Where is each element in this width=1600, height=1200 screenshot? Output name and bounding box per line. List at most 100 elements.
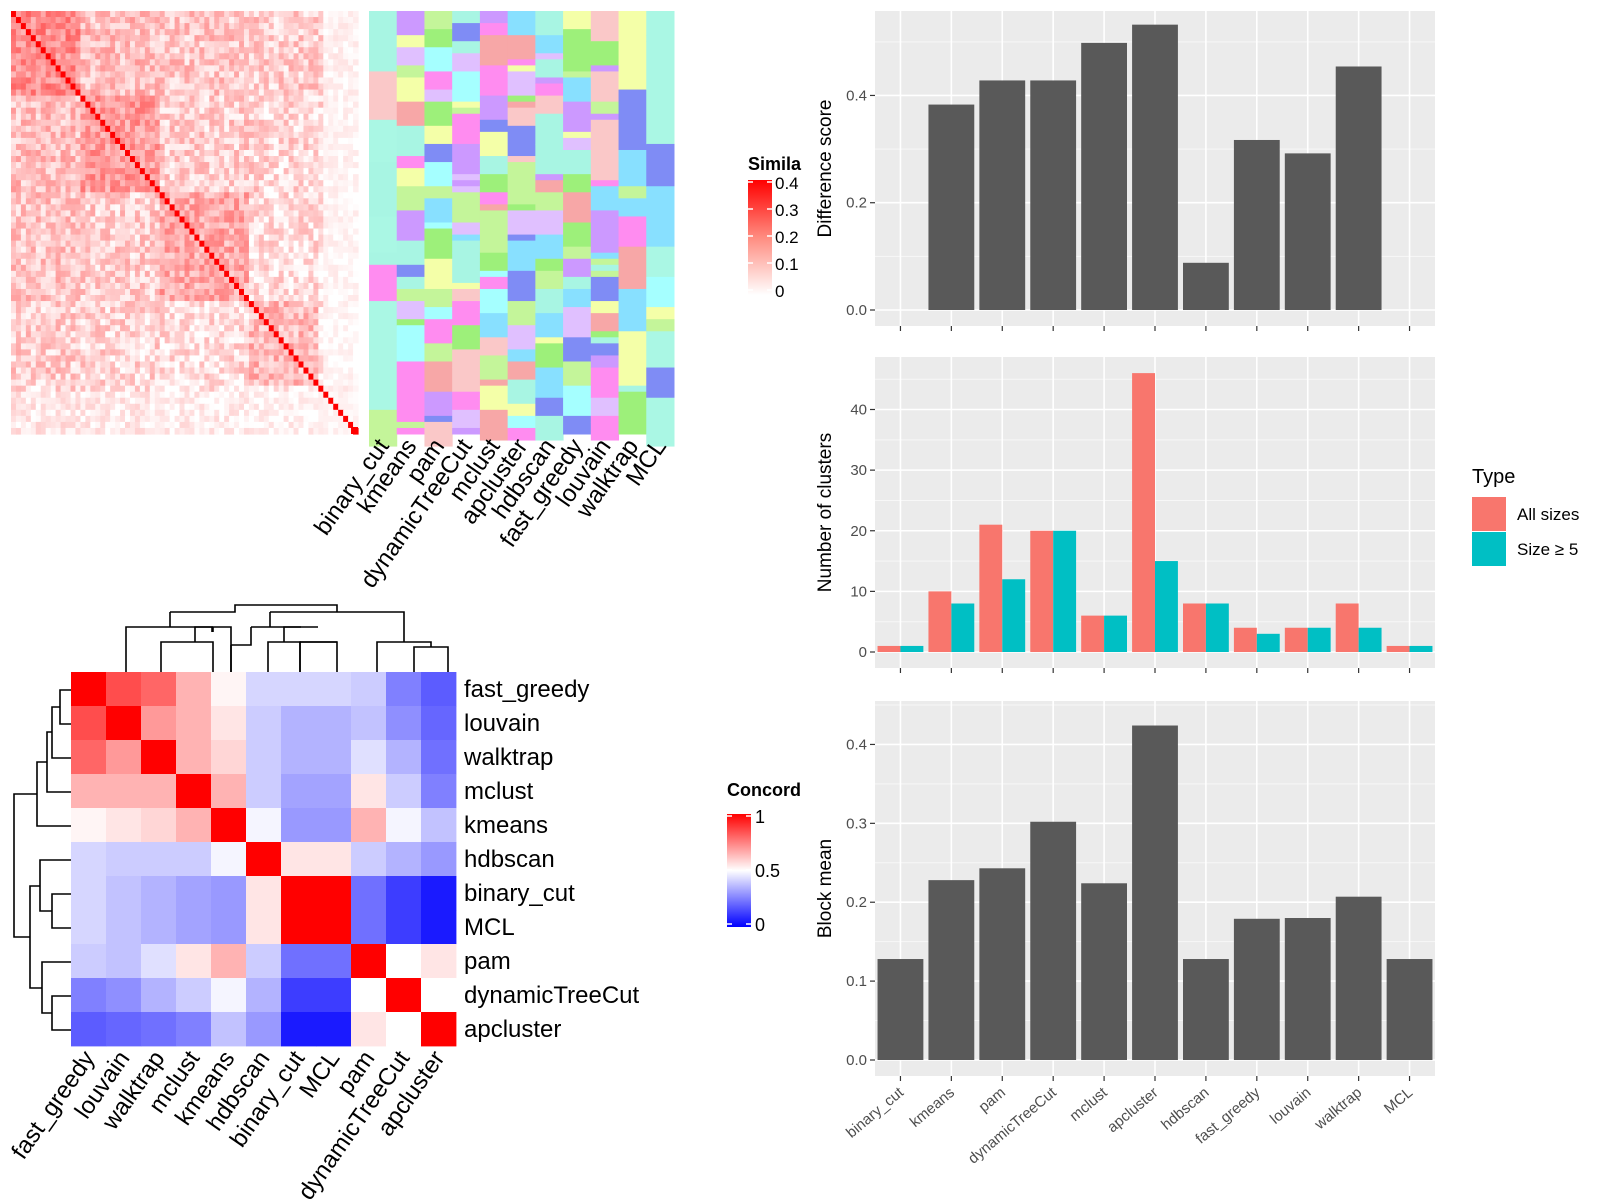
similarity-heatmap — [11, 11, 359, 435]
y-tick-label: 0.2 — [846, 894, 867, 911]
concordance-cell — [71, 978, 107, 1013]
concordance-cell — [316, 1012, 352, 1047]
concordance-cell — [176, 774, 212, 809]
similarity-legend-tick: 0.3 — [775, 201, 799, 220]
concordance-cell — [106, 842, 142, 877]
concordance-cell — [106, 944, 142, 979]
y-tick-label: 20 — [850, 523, 867, 540]
concordance-heatmap-cells — [71, 672, 457, 1047]
x-tick-label-pam: pam — [976, 1084, 1009, 1116]
concordance-legend-title: Concord — [727, 780, 801, 800]
concordance-cell — [211, 740, 247, 775]
legend-label-all-sizes: All sizes — [1517, 505, 1579, 524]
bar-fast_greedy-size-ge-5 — [1256, 633, 1280, 652]
cluster-annotation-columns — [369, 11, 675, 447]
concordance-cell — [351, 672, 387, 707]
concordance-cell — [246, 978, 282, 1013]
concordance-cell — [281, 910, 317, 945]
concordance-cell — [421, 842, 457, 877]
row-label-dynamicTreeCut: dynamicTreeCut — [464, 982, 640, 1009]
concordance-cell — [316, 672, 352, 707]
concordance-cell — [281, 876, 317, 911]
concordance-cell — [386, 842, 422, 877]
y-tick-label: 40 — [850, 402, 867, 419]
concordance-cell — [246, 774, 282, 809]
concordance-cell — [246, 672, 282, 707]
concordance-cell — [106, 808, 142, 843]
concordance-cell — [141, 706, 177, 741]
concordance-cell — [281, 808, 317, 843]
row-label-MCL: MCL — [464, 914, 515, 941]
concordance-cell — [71, 842, 107, 877]
concordance-cell — [176, 910, 212, 945]
legend-label-size-5: Size ≥ 5 — [1517, 540, 1578, 559]
concordance-cell — [211, 808, 247, 843]
concordance-cell — [421, 808, 457, 843]
bar-fast_greedy-all-sizes — [1233, 627, 1257, 652]
concordance-cell — [176, 1012, 212, 1047]
bar-pam-size-ge-5 — [1002, 579, 1026, 652]
concordance-cell — [316, 944, 352, 979]
concordance-cell — [246, 876, 282, 911]
concordance-cell — [316, 740, 352, 775]
bar-walktrap — [1335, 66, 1382, 310]
bar-MCL-size-ge-5 — [1409, 645, 1433, 652]
legend-key-size-5 — [1472, 532, 1506, 566]
bar-hdbscan — [1183, 262, 1229, 310]
bar-walktrap — [1335, 896, 1382, 1060]
concordance-dendrogram-left — [13, 689, 71, 1031]
row-label-louvain: louvain — [464, 710, 540, 737]
concordance-column-labels: fast_greedylouvainwalktrapmclustkmeanshd… — [6, 1046, 450, 1200]
concordance-cell — [421, 706, 457, 741]
row-label-hdbscan: hdbscan — [464, 846, 555, 873]
concordance-cell — [351, 1012, 387, 1047]
bar-mclust — [1081, 42, 1127, 311]
row-label-binary_cut: binary_cut — [464, 880, 575, 907]
concordance-cell — [176, 876, 212, 911]
concordance-cell — [316, 910, 352, 945]
concordance-cell — [386, 808, 422, 843]
concordance-cell — [71, 876, 107, 911]
bar-walktrap-size-ge-5 — [1358, 627, 1382, 652]
y-tick-label: 0 — [859, 644, 867, 661]
bar-binary_cut-size-ge-5 — [900, 645, 924, 652]
concordance-cell — [386, 740, 422, 775]
similarity-legend-tick: 0.4 — [775, 174, 799, 193]
row-label-pam: pam — [464, 948, 511, 975]
concordance-cell — [211, 706, 247, 741]
x-tick-label-kmeans: kmeans — [907, 1084, 958, 1131]
concordance-cell — [71, 944, 107, 979]
concordance-legend: Concord 1 0.5 0 — [727, 780, 801, 935]
concordance-cell — [176, 944, 212, 979]
concordance-cell — [71, 774, 107, 809]
row-label-fast_greedy: fast_greedy — [464, 676, 589, 703]
concordance-cell — [316, 842, 352, 877]
concordance-cell — [211, 910, 247, 945]
bar-louvain — [1284, 918, 1331, 1060]
concordance-cell — [141, 944, 177, 979]
bar-kmeans-size-ge-5 — [951, 603, 975, 652]
bar-apcluster-size-ge-5 — [1155, 561, 1178, 652]
y-tick-label: 0.0 — [846, 302, 867, 319]
bar-kmeans — [928, 104, 975, 310]
bar-louvain-size-ge-5 — [1307, 627, 1331, 652]
concordance-cell — [351, 774, 387, 809]
row-label-walktrap: walktrap — [463, 744, 553, 771]
concordance-cell — [386, 910, 422, 945]
concordance-cell — [316, 808, 352, 843]
concordance-cell — [421, 1012, 457, 1047]
concordance-cell — [176, 978, 212, 1013]
concordance-cell — [421, 672, 457, 707]
concordance-cell — [246, 740, 282, 775]
concordance-cell — [386, 774, 422, 809]
bar-dynamicTreeCut — [1030, 80, 1077, 310]
concordance-cell — [316, 774, 352, 809]
concordance-cell — [106, 672, 142, 707]
concordance-cell — [281, 944, 317, 979]
bar-fast_greedy — [1233, 139, 1280, 310]
concordance-cell — [141, 1012, 177, 1047]
bar-pam — [979, 868, 1026, 1060]
legend-key-all-sizes — [1472, 497, 1506, 531]
similarity-heatmap-cells — [11, 11, 359, 435]
